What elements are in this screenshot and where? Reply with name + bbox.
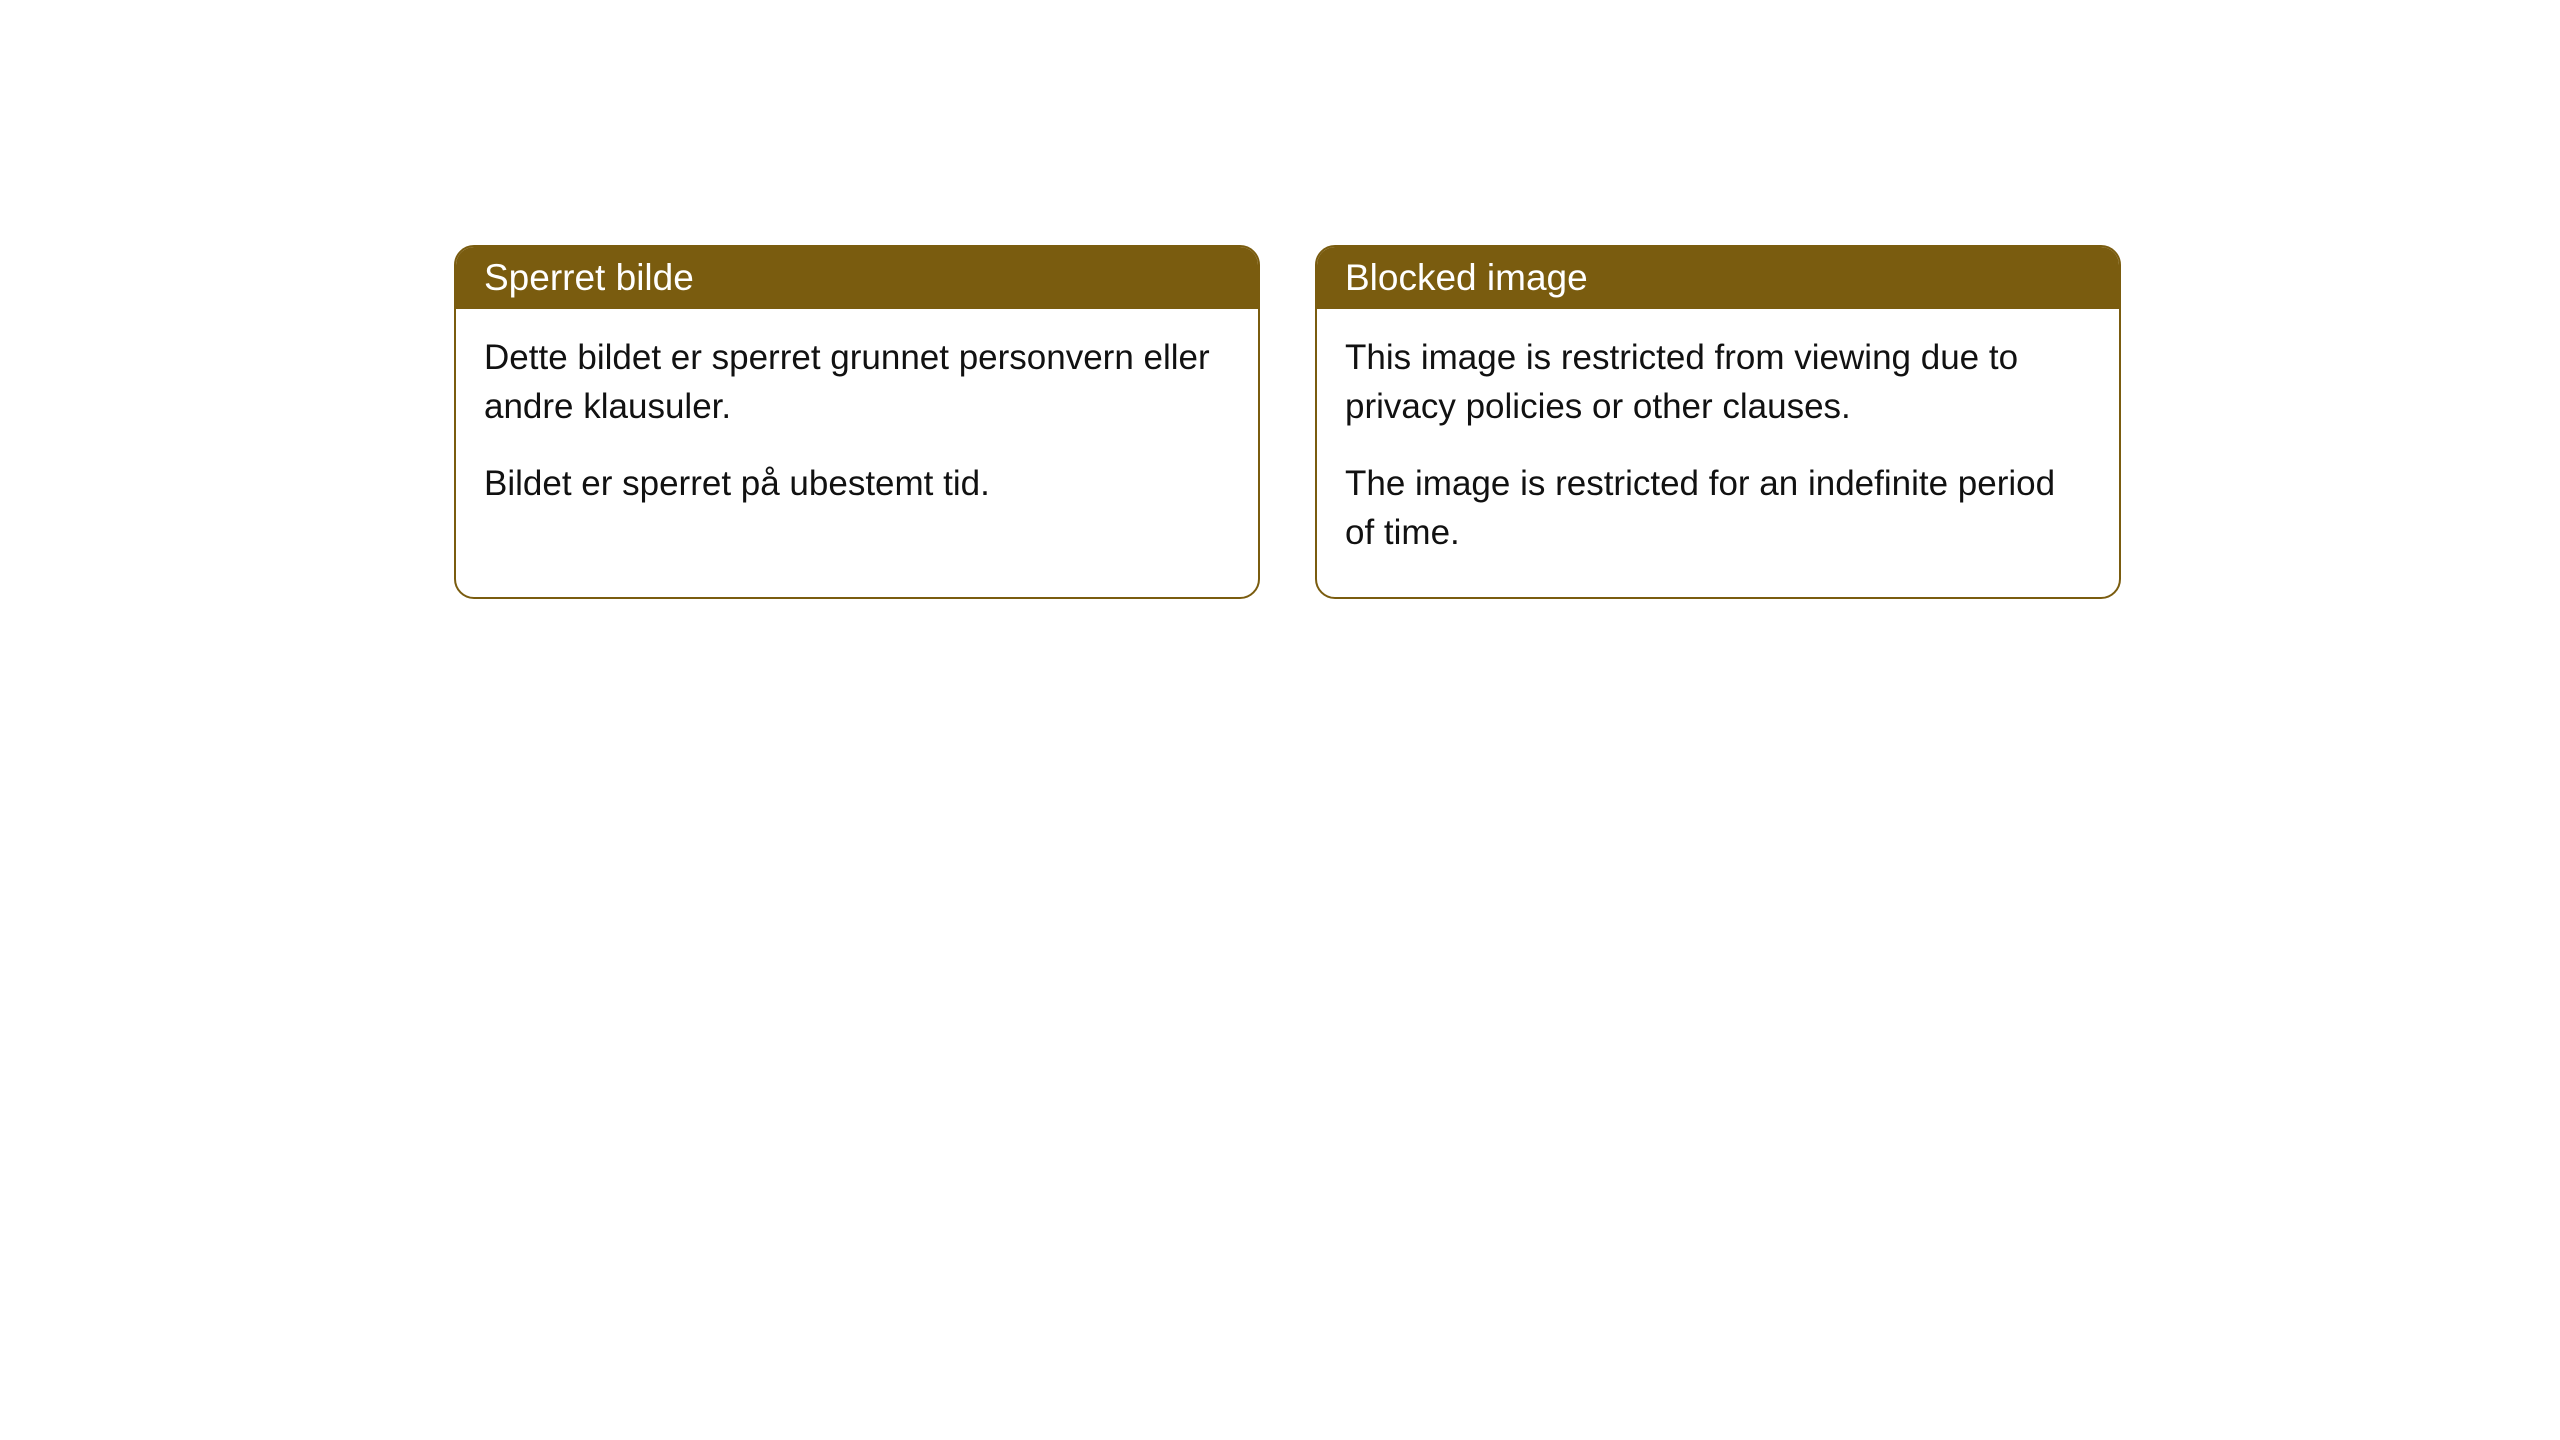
card-paragraph-2: Bildet er sperret på ubestemt tid. (484, 459, 1230, 508)
blocked-image-card-english: Blocked image This image is restricted f… (1315, 245, 2121, 599)
card-paragraph-1: This image is restricted from viewing du… (1345, 333, 2091, 431)
card-header: Blocked image (1317, 247, 2119, 309)
card-body: Dette bildet er sperret grunnet personve… (456, 309, 1258, 548)
notice-cards-container: Sperret bilde Dette bildet er sperret gr… (454, 245, 2121, 599)
card-header: Sperret bilde (456, 247, 1258, 309)
card-body: This image is restricted from viewing du… (1317, 309, 2119, 597)
card-paragraph-1: Dette bildet er sperret grunnet personve… (484, 333, 1230, 431)
blocked-image-card-norwegian: Sperret bilde Dette bildet er sperret gr… (454, 245, 1260, 599)
card-title: Sperret bilde (484, 257, 694, 298)
card-title: Blocked image (1345, 257, 1588, 298)
card-paragraph-2: The image is restricted for an indefinit… (1345, 459, 2091, 557)
